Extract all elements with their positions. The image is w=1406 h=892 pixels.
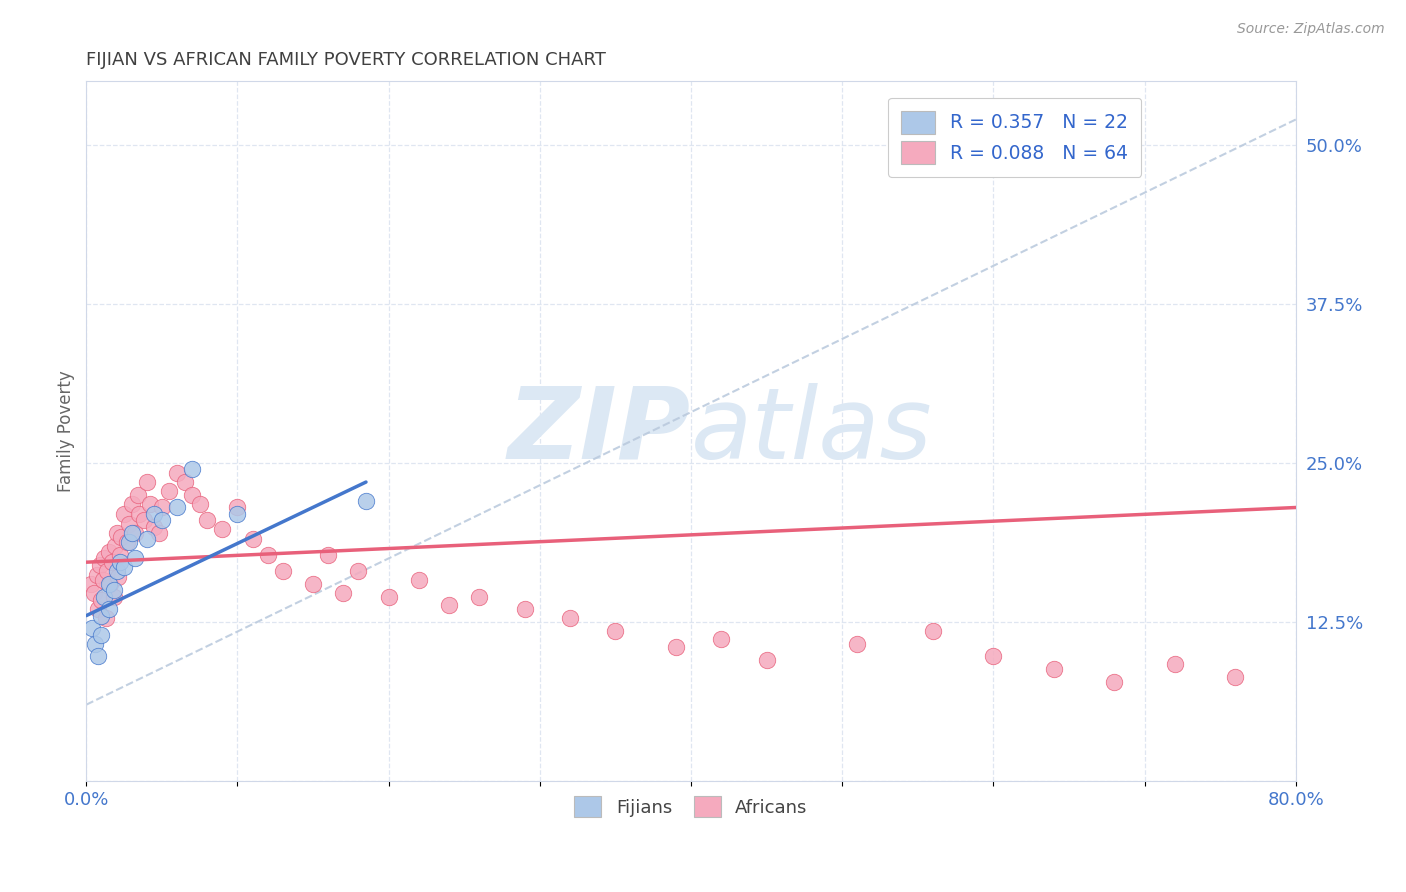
Point <box>139 497 162 511</box>
Point <box>90 593 112 607</box>
Point <box>83 585 105 599</box>
Point <box>112 560 135 574</box>
Point <box>271 564 294 578</box>
Point <box>195 513 218 527</box>
Point <box>86 568 108 582</box>
Point <box>665 640 688 655</box>
Point <box>93 551 115 566</box>
Point <box>94 611 117 625</box>
Point <box>1104 674 1126 689</box>
Point <box>121 497 143 511</box>
Point <box>159 483 181 498</box>
Point <box>93 590 115 604</box>
Point <box>226 500 249 515</box>
Point <box>983 649 1005 664</box>
Point <box>135 475 157 489</box>
Point <box>710 632 733 646</box>
Text: FIJIAN VS AFRICAN FAMILY POVERTY CORRELATION CHART: FIJIAN VS AFRICAN FAMILY POVERTY CORRELA… <box>86 51 606 69</box>
Point <box>89 558 111 572</box>
Point <box>173 475 195 489</box>
Text: atlas: atlas <box>690 383 932 480</box>
Point <box>468 590 491 604</box>
Point <box>148 525 170 540</box>
Point <box>128 507 150 521</box>
Point <box>117 516 139 531</box>
Point <box>181 488 204 502</box>
Point <box>112 507 135 521</box>
Point <box>166 500 188 515</box>
Point <box>408 573 430 587</box>
Point <box>127 488 149 502</box>
Point <box>103 583 125 598</box>
Point <box>242 533 264 547</box>
Point <box>103 590 125 604</box>
Point <box>1225 670 1247 684</box>
Point <box>107 570 129 584</box>
Point <box>90 608 112 623</box>
Point <box>347 564 370 578</box>
Point <box>211 522 233 536</box>
Point <box>115 534 138 549</box>
Point <box>105 525 128 540</box>
Point <box>166 466 188 480</box>
Point <box>256 548 278 562</box>
Point <box>108 548 131 562</box>
Point <box>143 519 166 533</box>
Point <box>105 564 128 578</box>
Point <box>110 530 132 544</box>
Text: ZIP: ZIP <box>508 383 690 480</box>
Point <box>135 533 157 547</box>
Y-axis label: Family Poverty: Family Poverty <box>58 370 75 492</box>
Point <box>98 545 121 559</box>
Point <box>513 602 536 616</box>
Point <box>150 500 173 515</box>
Point <box>302 577 325 591</box>
Point <box>80 577 103 591</box>
Point <box>82 621 104 635</box>
Point <box>332 585 354 599</box>
Point <box>846 637 869 651</box>
Point <box>98 577 121 591</box>
Point <box>91 573 114 587</box>
Point <box>101 555 124 569</box>
Point <box>121 525 143 540</box>
Point <box>558 611 581 625</box>
Point <box>124 551 146 566</box>
Point <box>316 548 339 562</box>
Point <box>226 507 249 521</box>
Point <box>377 590 399 604</box>
Point <box>108 555 131 569</box>
Point <box>87 602 110 616</box>
Point <box>84 637 107 651</box>
Point <box>150 513 173 527</box>
Point <box>143 507 166 521</box>
Point <box>188 497 211 511</box>
Point <box>132 513 155 527</box>
Point <box>96 564 118 578</box>
Point <box>181 462 204 476</box>
Text: Source: ZipAtlas.com: Source: ZipAtlas.com <box>1237 22 1385 37</box>
Point <box>922 624 945 638</box>
Point <box>117 534 139 549</box>
Point <box>354 494 377 508</box>
Point <box>1164 657 1187 671</box>
Point <box>98 602 121 616</box>
Point <box>437 599 460 613</box>
Point <box>87 649 110 664</box>
Point <box>1043 662 1066 676</box>
Point <box>124 525 146 540</box>
Point <box>104 539 127 553</box>
Point <box>90 628 112 642</box>
Point <box>755 653 778 667</box>
Point <box>605 624 627 638</box>
Legend: Fijians, Africans: Fijians, Africans <box>567 789 815 824</box>
Point <box>100 577 122 591</box>
